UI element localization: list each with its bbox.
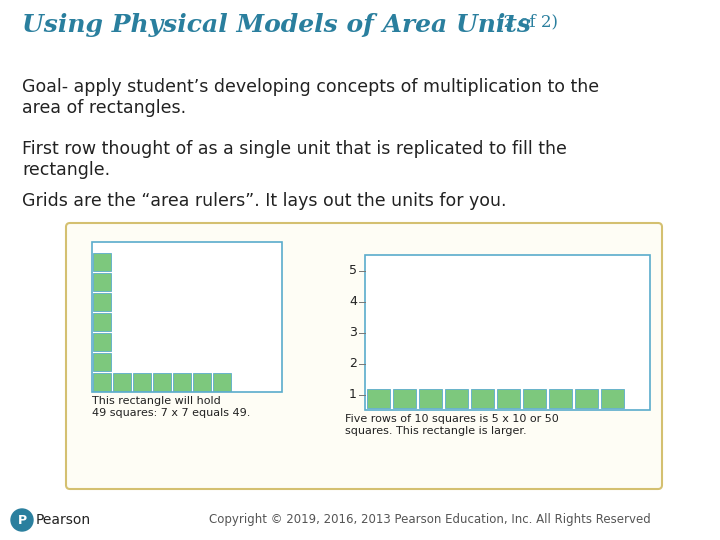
Bar <box>549 389 572 408</box>
Bar <box>445 389 468 408</box>
Bar <box>365 255 650 410</box>
Bar <box>93 293 111 311</box>
Bar <box>523 389 546 408</box>
FancyBboxPatch shape <box>66 223 662 489</box>
Bar <box>93 373 111 391</box>
Text: 3: 3 <box>349 326 357 339</box>
Bar <box>153 373 171 391</box>
Text: P: P <box>17 514 27 526</box>
Text: Goal- apply student’s developing concepts of multiplication to the
area of recta: Goal- apply student’s developing concept… <box>22 78 599 117</box>
Text: 2: 2 <box>349 357 357 370</box>
Bar <box>367 389 390 408</box>
Text: Five rows of 10 squares is 5 x 10 or 50
squares. This rectangle is larger.: Five rows of 10 squares is 5 x 10 or 50 … <box>345 414 559 436</box>
Text: (2 of 2): (2 of 2) <box>497 13 558 30</box>
Bar <box>113 373 131 391</box>
Bar <box>133 373 151 391</box>
Bar <box>193 373 211 391</box>
Bar <box>93 313 111 331</box>
Bar <box>393 389 416 408</box>
Bar <box>601 389 624 408</box>
Text: Pearson: Pearson <box>36 513 91 527</box>
Bar <box>471 389 494 408</box>
Bar <box>93 253 111 271</box>
Circle shape <box>11 509 33 531</box>
Bar <box>93 273 111 291</box>
Text: First row thought of as a single unit that is replicated to fill the
rectangle.: First row thought of as a single unit th… <box>22 140 567 179</box>
Bar <box>575 389 598 408</box>
Text: Copyright © 2019, 2016, 2013 Pearson Education, Inc. All Rights Reserved: Copyright © 2019, 2016, 2013 Pearson Edu… <box>209 514 651 526</box>
Bar <box>93 333 111 351</box>
Bar <box>497 389 520 408</box>
Bar <box>173 373 191 391</box>
Bar <box>213 373 231 391</box>
Bar <box>419 389 442 408</box>
Text: Grids are the “area rulers”. It lays out the units for you.: Grids are the “area rulers”. It lays out… <box>22 192 506 210</box>
Text: 5: 5 <box>349 264 357 277</box>
Bar <box>92 242 282 392</box>
Text: 1: 1 <box>349 388 357 401</box>
Text: This rectangle will hold
49 squares: 7 x 7 equals 49.: This rectangle will hold 49 squares: 7 x… <box>92 396 251 417</box>
Text: Using Physical Models of Area Units: Using Physical Models of Area Units <box>22 13 531 37</box>
Text: 4: 4 <box>349 295 357 308</box>
Bar <box>93 353 111 371</box>
